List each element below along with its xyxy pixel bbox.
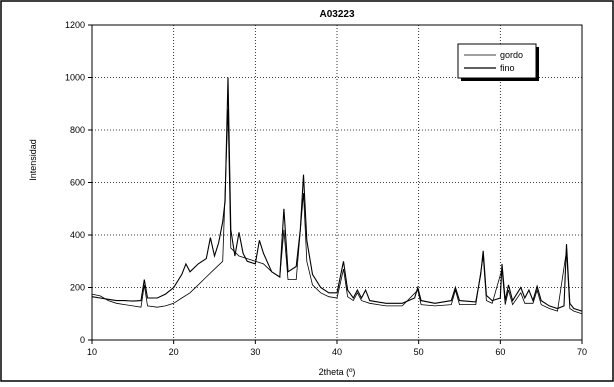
x-tick-label: 10 [87,347,97,357]
x-tick-label: 40 [332,347,342,357]
x-axis-title: 2theta (º) [319,367,356,377]
legend-label-fino: fino [500,63,515,73]
x-tick-label: 50 [414,347,424,357]
x-tick-label: 30 [250,347,260,357]
x-tick-label: 20 [169,347,179,357]
series-line-gordo [91,77,583,312]
y-tick-label: 1000 [65,73,85,83]
y-axis-title: Intensidad [28,139,38,181]
legend: gordo fino [457,43,539,81]
y-tick-label: 1200 [65,20,85,30]
series-line-fino [91,108,583,315]
y-tick-label: 800 [70,125,85,135]
y-tick-label: 200 [70,283,85,293]
legend-box [457,43,537,79]
chart-title: A03223 [319,9,354,20]
legend-label-gordo: gordo [500,50,523,60]
y-tick-label: 0 [80,335,85,345]
y-tick-label: 400 [70,230,85,240]
x-tick-label: 70 [577,347,587,357]
y-tick-label: 600 [70,178,85,188]
x-tick-label: 60 [495,347,505,357]
axis-layer: 10 20 30 40 50 60 70 0 200 400 600 800 1000 1200 [65,20,587,357]
series-layer [91,77,583,315]
